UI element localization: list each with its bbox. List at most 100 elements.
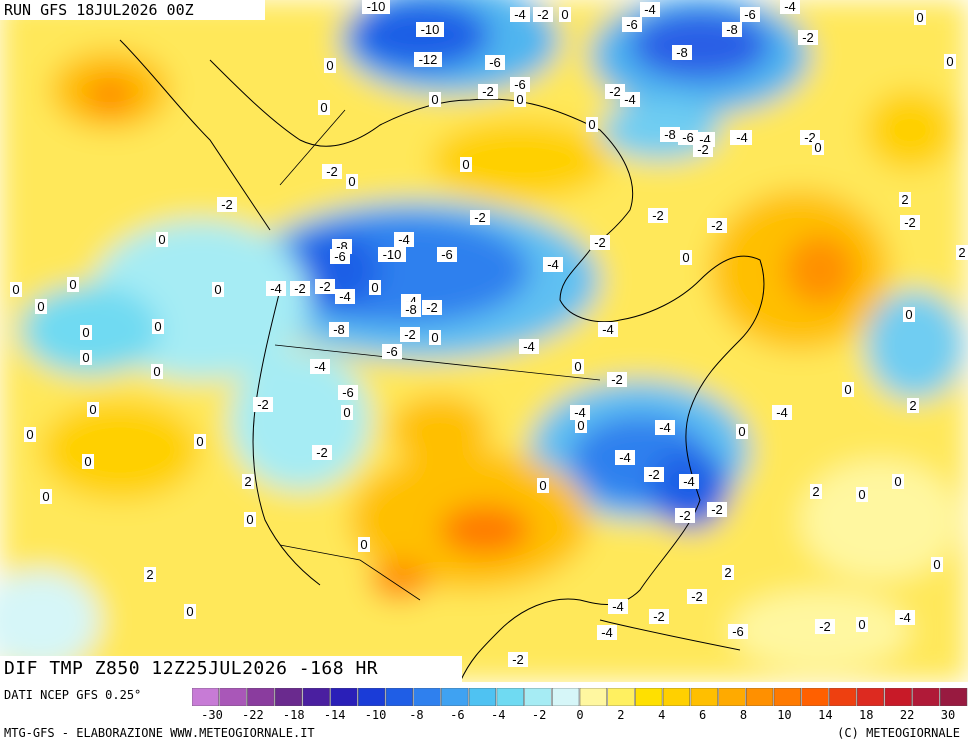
svg-text:0: 0	[158, 232, 165, 247]
svg-text:0: 0	[89, 402, 96, 417]
contour-value-label: -4	[615, 450, 635, 465]
credit-left: MTG-GFS - ELABORAZIONE WWW.METEOGIORNALE…	[4, 726, 315, 740]
contour-value-label: 0	[429, 92, 441, 107]
svg-text:-4: -4	[659, 420, 671, 435]
svg-text:-6: -6	[682, 130, 694, 145]
contour-value-label: -2	[648, 208, 668, 223]
contour-value-label: 0	[944, 54, 956, 69]
contour-value-label: -6	[510, 77, 530, 92]
contour-value-label: -4	[732, 130, 752, 145]
svg-text:-4: -4	[314, 359, 326, 374]
contour-value-label: 0	[212, 282, 224, 297]
svg-text:-2: -2	[611, 372, 623, 387]
contour-value-label: -8	[329, 322, 349, 337]
contour-value-label: -10	[362, 0, 390, 14]
svg-text:-2: -2	[316, 445, 328, 460]
contour-value-label: -4	[608, 599, 628, 614]
contour-value-label: -6	[330, 249, 350, 264]
contour-value-label: 2	[242, 474, 254, 489]
contour-value-label: -2	[422, 300, 442, 315]
colorbar-swatch	[746, 688, 774, 706]
contour-value-label: 0	[736, 424, 748, 439]
contour-value-label: -2	[607, 372, 627, 387]
contour-value-label: -6	[728, 624, 748, 639]
contour-value-label: -4	[335, 289, 355, 304]
contour-value-label: 2	[956, 245, 968, 260]
svg-text:-4: -4	[736, 130, 748, 145]
svg-text:-4: -4	[523, 339, 535, 354]
svg-text:0: 0	[946, 54, 953, 69]
colorbar-tick-label: 4	[658, 708, 666, 722]
contour-value-label: 0	[151, 364, 163, 379]
colorbar-labels: -30 -22 -18 -14 -10 -8 -6 -4 -2 0 2 4 6 8 10 14 18 22 30	[192, 708, 968, 724]
svg-text:0: 0	[682, 250, 689, 265]
svg-text:-4: -4	[398, 232, 410, 247]
svg-text:-4: -4	[405, 294, 417, 309]
svg-text:-4: -4	[644, 2, 656, 17]
colorbar-tick-label: -18	[282, 708, 305, 722]
svg-text:2: 2	[901, 192, 908, 207]
colorbar-swatch	[496, 688, 524, 706]
contour-value-label: 0	[35, 299, 47, 314]
contour-value-label: 0	[460, 157, 472, 172]
contour-value-label: -2	[687, 589, 707, 604]
contour-value-label: 0	[856, 617, 868, 632]
contour-value-label: 0	[40, 489, 52, 504]
contour-value-label: -4	[310, 359, 330, 374]
svg-text:-2: -2	[711, 502, 723, 517]
svg-text:-2: -2	[652, 208, 664, 223]
svg-text:-4: -4	[270, 281, 282, 296]
colorbar-swatch	[274, 688, 303, 706]
colorbar-swatch	[856, 688, 885, 706]
svg-text:-6: -6	[334, 249, 346, 264]
contour-value-label: 0	[903, 307, 915, 322]
contour-value-label: -2	[900, 215, 920, 230]
contour-value-label: -2	[290, 281, 310, 296]
contour-value-label: -4	[655, 420, 675, 435]
svg-text:-6: -6	[489, 55, 501, 70]
svg-text:-8: -8	[333, 322, 345, 337]
contour-value-label: 0	[194, 434, 206, 449]
svg-text:-4: -4	[699, 132, 711, 147]
contour-value-label: 2	[907, 398, 919, 413]
svg-text:-2: -2	[648, 467, 660, 482]
svg-text:-2: -2	[697, 142, 709, 157]
svg-text:-4: -4	[514, 7, 526, 22]
contour-value-label: 0	[856, 487, 868, 502]
svg-text:0: 0	[814, 140, 821, 155]
svg-text:0: 0	[431, 92, 438, 107]
contour-value-label: 0	[575, 418, 587, 433]
svg-text:-4: -4	[899, 610, 911, 625]
svg-text:-4: -4	[339, 289, 351, 304]
svg-text:0: 0	[588, 117, 595, 132]
contour-value-label: -2	[798, 30, 818, 45]
contour-value-label: -4	[772, 405, 792, 420]
svg-text:0: 0	[42, 489, 49, 504]
svg-text:0: 0	[738, 424, 745, 439]
contour-value-label: -2	[707, 218, 727, 233]
svg-text:2: 2	[146, 567, 153, 582]
svg-text:0: 0	[905, 307, 912, 322]
contour-value-label: 0	[318, 100, 330, 115]
contour-value-label: -2	[815, 619, 835, 634]
contour-value-labels: -10-10-12-4 -2 0 -4-6 -8-6-4-6-8-20-6-40-2-2…	[10, 0, 968, 667]
svg-text:-2: -2	[221, 197, 233, 212]
svg-text:-8: -8	[726, 22, 738, 37]
contour-value-label: -4	[895, 610, 915, 625]
contour-value-label: -8	[401, 302, 421, 317]
contour-value-label: 0	[892, 474, 904, 489]
colorbar-tick-label: 14	[818, 708, 833, 722]
contour-value-label: 0	[358, 537, 370, 552]
contour-value-label: 0	[341, 405, 353, 420]
contour-value-label: 0	[514, 92, 526, 107]
contour-value-label: -4	[266, 281, 286, 296]
colorbar-swatch	[912, 688, 940, 706]
svg-text:-2: -2	[819, 619, 831, 634]
colorbar-swatch	[468, 688, 497, 706]
svg-text:0: 0	[858, 487, 865, 502]
contour-value-label: -6	[338, 385, 358, 400]
colorbar-tick-label: 18	[858, 708, 874, 722]
colorbar-tick-label: -22	[242, 708, 264, 722]
colorbar-swatch	[801, 688, 829, 706]
contour-value-label: -2	[533, 7, 553, 22]
